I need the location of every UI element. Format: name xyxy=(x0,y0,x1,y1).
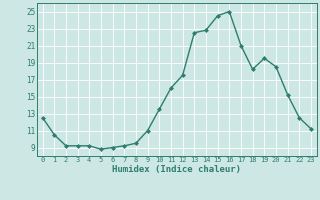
X-axis label: Humidex (Indice chaleur): Humidex (Indice chaleur) xyxy=(112,165,241,174)
